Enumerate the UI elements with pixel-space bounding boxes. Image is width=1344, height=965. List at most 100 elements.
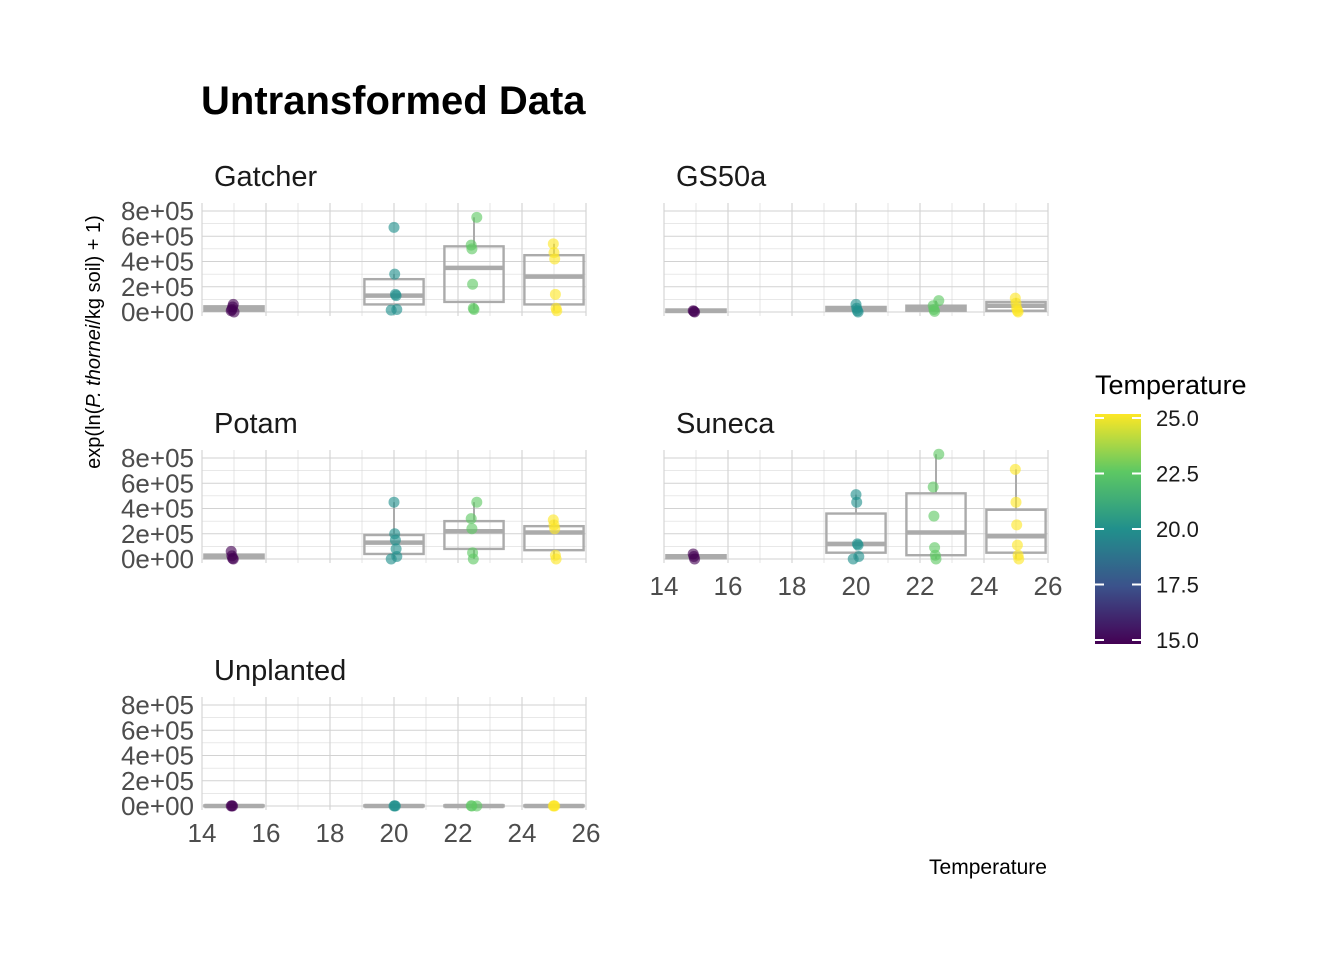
facet-label-gs50a: GS50a	[676, 161, 767, 193]
y-tick-label: 4e+05	[121, 494, 194, 524]
data-point	[689, 553, 701, 565]
box-group-suneca-20	[825, 489, 887, 565]
data-point	[547, 238, 559, 250]
box-group-unplanted-25	[523, 800, 585, 812]
panel-suneca: Suneca 14 16 18 20 22 24 26	[650, 408, 1063, 601]
x-tick-label: 26	[1034, 571, 1063, 601]
box-group-unplanted-22-5	[443, 800, 505, 812]
x-tick-label: 18	[316, 818, 345, 848]
y-axis-label-prefix: exp(ln(	[83, 407, 105, 468]
box-group-potam-15	[203, 545, 265, 565]
data-point	[1010, 496, 1022, 508]
box-group-suneca-15	[665, 548, 727, 565]
box-group-gatcher-15	[203, 298, 265, 318]
box-group-suneca-22-5	[905, 448, 967, 565]
y-tick-label: 6e+05	[121, 715, 194, 745]
data-point	[549, 800, 561, 812]
data-point	[927, 481, 939, 493]
x-tick-label: 22	[906, 571, 935, 601]
box-group-gs50a-22-5	[905, 295, 967, 317]
y-tick-label: 0e+00	[121, 544, 194, 574]
data-point	[466, 800, 478, 812]
data-point	[549, 253, 561, 265]
legend-tick-label: 15.0	[1156, 628, 1199, 653]
facet-label-unplanted: Unplanted	[214, 655, 346, 687]
y-axis-label: exp(ln(P. thornei/kg soil) + 1)	[83, 215, 105, 469]
box-group-gs50a-25	[985, 292, 1047, 318]
y-tick-label: 2e+05	[121, 519, 194, 549]
box-group-unplanted-15	[203, 800, 265, 812]
box-group-potam-20	[363, 496, 425, 565]
box-group-potam-22-5	[443, 496, 505, 565]
data-point	[466, 243, 478, 255]
legend-tick-label: 22.5	[1156, 462, 1199, 487]
y-tick-label: 4e+05	[121, 247, 194, 277]
data-point	[549, 288, 561, 300]
data-point	[852, 306, 864, 318]
data-point	[388, 221, 400, 233]
y-tick-label: 0e+00	[121, 791, 194, 821]
data-point	[227, 553, 239, 565]
y-axis-label-species: P. thornei	[83, 324, 105, 408]
data-point	[1012, 306, 1024, 318]
data-point	[389, 534, 401, 546]
x-tick-label: 22	[444, 818, 473, 848]
legend-tick-label: 17.5	[1156, 573, 1199, 598]
box-group-unplanted-20	[363, 800, 425, 812]
y-tick-label: 2e+05	[121, 766, 194, 796]
data-point	[467, 553, 479, 565]
x-tick-label: 18	[778, 571, 807, 601]
data-point	[1013, 553, 1025, 565]
data-point	[385, 304, 397, 316]
legend-title: Temperature	[1095, 370, 1247, 400]
x-tick-label: 24	[970, 571, 999, 601]
box-group-suneca-25	[985, 463, 1047, 565]
y-tick-label: 6e+05	[121, 468, 194, 498]
x-tick-label: 20	[842, 571, 871, 601]
data-point	[551, 305, 563, 317]
legend-tick-label: 25.0	[1156, 406, 1199, 431]
facet-label-gatcher: Gatcher	[214, 161, 317, 193]
data-point	[851, 496, 863, 508]
data-point	[389, 800, 401, 812]
x-tick-label: 26	[572, 818, 601, 848]
box-group-gs50a-15	[665, 305, 727, 318]
y-tick-label: 8e+05	[121, 690, 194, 720]
chart-title: Untransformed Data	[201, 79, 586, 123]
y-tick-label: 8e+05	[121, 196, 194, 226]
data-point	[388, 496, 400, 508]
box-group-gatcher-22-5	[443, 211, 505, 315]
data-point	[928, 510, 940, 522]
legend-tick-label: 20.0	[1156, 517, 1199, 542]
data-point	[689, 306, 701, 318]
x-tick-label: 24	[508, 818, 537, 848]
data-point	[1011, 519, 1023, 531]
color-legend: Temperature 15.0 17.5 20.0 22.5 25.0	[1095, 370, 1247, 653]
data-point	[852, 539, 864, 551]
data-point	[385, 553, 397, 565]
box-group-gatcher-20	[363, 221, 425, 316]
data-point	[467, 278, 479, 290]
y-tick-label: 6e+05	[121, 221, 194, 251]
box-group-potam-25	[523, 514, 585, 565]
data-point	[847, 553, 859, 565]
data-point	[227, 800, 239, 812]
facet-panels: Gatcher0e+002e+054e+056e+058e+05GS50aPot…	[121, 161, 1062, 848]
y-tick-label: 4e+05	[121, 741, 194, 771]
y-axis-label-suffix: /kg soil) + 1)	[83, 215, 105, 324]
panel-gs50a: GS50a	[663, 161, 1049, 318]
data-point	[471, 496, 483, 508]
x-tick-label: 16	[714, 571, 743, 601]
data-point	[550, 553, 562, 565]
x-tick-label: 14	[188, 818, 217, 848]
x-axis-label: Temperature	[929, 856, 1047, 879]
gridlines-unplanted	[201, 697, 587, 810]
x-tick-label: 14	[650, 571, 679, 601]
data-point	[390, 290, 402, 302]
y-tick-label: 0e+00	[121, 297, 194, 327]
